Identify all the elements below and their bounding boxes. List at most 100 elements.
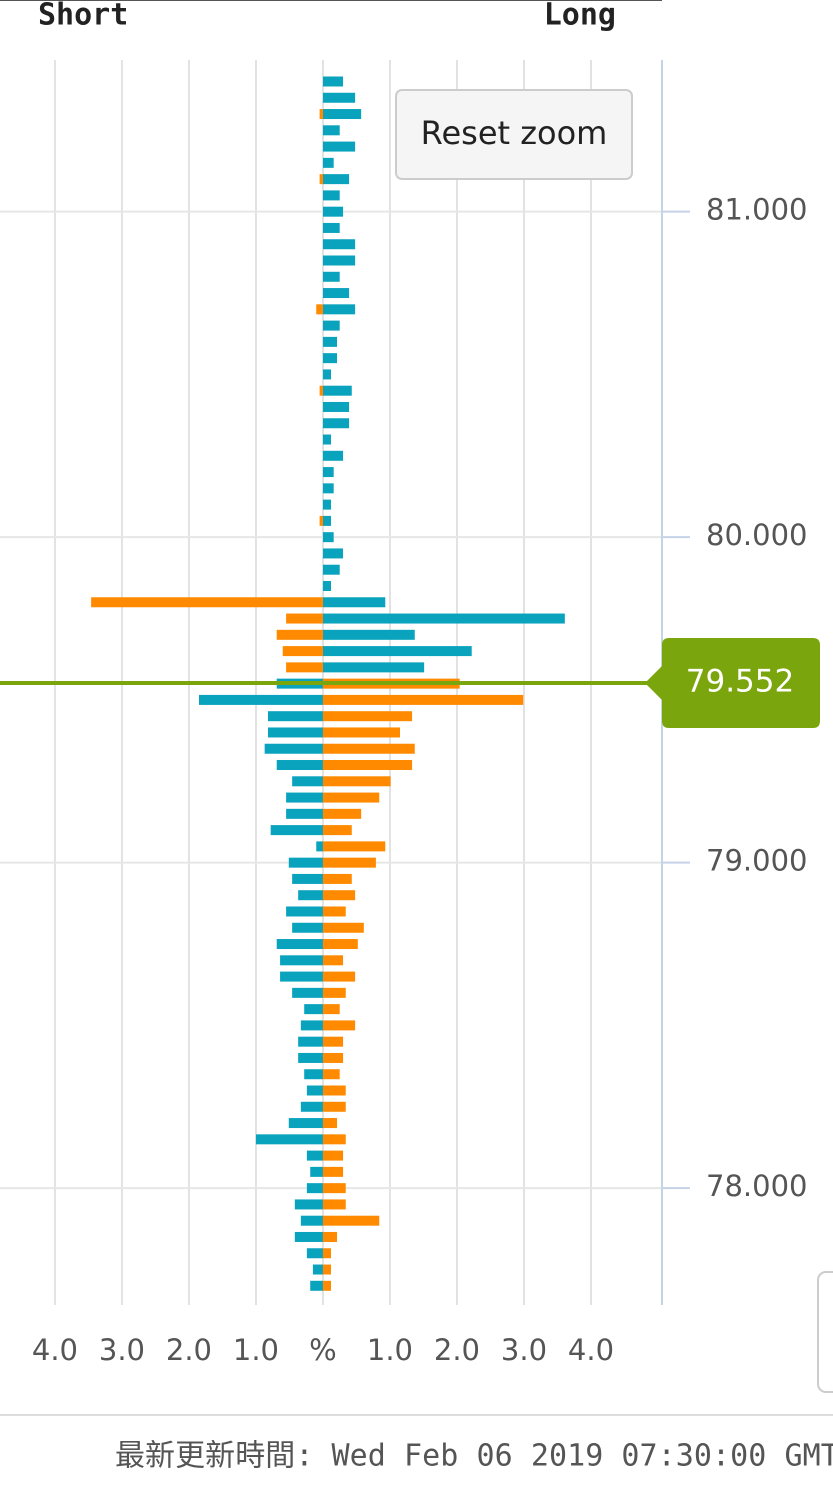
bar [322,76,344,87]
bar [322,1118,338,1129]
bar [306,1248,323,1259]
bar [286,808,323,819]
bar [280,971,323,982]
reset-zoom-button[interactable] [395,89,633,180]
bar [322,629,415,640]
bar [310,1280,323,1291]
bar [322,597,386,608]
bar [322,206,344,217]
bar [282,646,323,657]
x-tick-label: 4.0 [568,1333,614,1367]
bar [306,1085,323,1096]
x-tick-label: 1.0 [233,1333,279,1367]
bar [322,385,352,396]
bar [286,906,323,917]
price-label-box [645,637,820,728]
bar [322,1134,346,1145]
bar [322,564,340,575]
bar [322,1166,344,1177]
bar [322,776,391,787]
short-label: Short [38,0,128,33]
bar [322,222,340,233]
bar [322,369,331,380]
bar [322,1199,346,1210]
bar [306,1183,323,1194]
long-label: Long [544,0,616,33]
x-tick-label: 1.0 [367,1333,413,1367]
side-panel[interactable] [817,1271,833,1393]
bar [322,743,415,754]
bar [304,1004,323,1015]
current-price-label: 79.552 [686,663,794,699]
bar [322,580,331,591]
bar [255,1134,323,1145]
y-tick-label: 81.000 [706,193,807,227]
bar [288,1118,323,1129]
bar [322,499,331,510]
bar [322,515,331,526]
bar [322,1004,340,1015]
bar [322,760,413,771]
bar [276,629,323,640]
bar [322,857,376,868]
bar [298,890,323,901]
bar [322,792,380,803]
bar [322,987,346,998]
bar [322,922,364,933]
bar [322,1052,344,1063]
reset-zoom-text[interactable]: Reset zoom [421,114,608,152]
bar [322,841,386,852]
y-tick-label: 79.000 [706,844,807,878]
x-tick-label: 3.0 [501,1333,547,1367]
bar [322,548,344,559]
bar [322,288,350,299]
bar [319,385,323,396]
bar [322,1248,331,1259]
bar [306,1150,323,1161]
bar [276,939,323,950]
bar [322,353,338,364]
bar [270,825,323,836]
bar [280,955,323,966]
bar [322,336,338,347]
bar [316,304,323,315]
bar [322,1150,344,1161]
bar [319,174,323,185]
bar [312,1264,323,1275]
bar [322,174,350,185]
bar [322,125,340,136]
bar [322,483,334,494]
y-tick-label: 78.000 [706,1169,807,1203]
bar [322,808,362,819]
bar [322,190,340,201]
bar [294,1231,323,1242]
x-tick-label: 2.0 [434,1333,480,1367]
bar [322,1280,331,1291]
bar [292,987,323,998]
bar [322,1183,346,1194]
bar [322,662,425,673]
bar [292,873,323,884]
bar [276,760,323,771]
bar [294,1199,323,1210]
bar [292,922,323,933]
bar [322,613,565,624]
bar [322,157,334,168]
x-tick-label: 3.0 [99,1333,145,1367]
bar [322,939,358,950]
bar [322,434,331,445]
bar [300,1101,323,1112]
bar [322,92,356,103]
bar [322,141,356,152]
bar [319,515,323,526]
bar [322,401,350,412]
x-tick-label: 2.0 [166,1333,212,1367]
bar [300,1020,323,1031]
bar [264,743,323,754]
bar [316,841,323,852]
bar [322,467,334,478]
bar [322,1085,346,1096]
bar [322,450,344,461]
